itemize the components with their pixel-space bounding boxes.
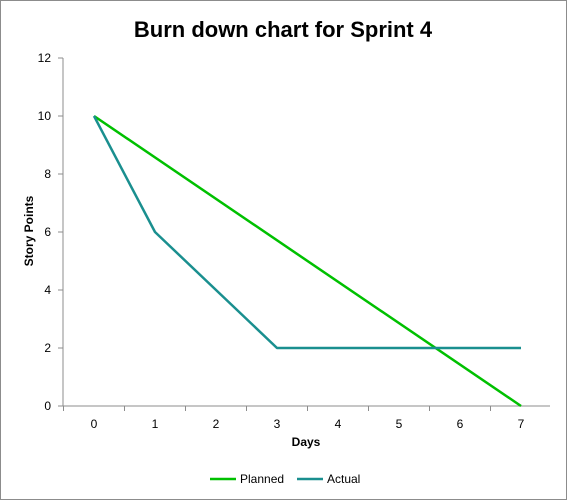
x-tick-label: 5 [396, 417, 403, 431]
y-tick-label: 10 [38, 109, 52, 123]
x-axis-title: Days [292, 435, 321, 449]
y-tick-label: 0 [44, 399, 51, 413]
axes [62, 58, 550, 407]
y-axis-title: Story Points [22, 195, 36, 266]
series-line-actual [92, 115, 521, 350]
legend: Planned Actual [210, 472, 360, 486]
y-axis-ticks: 0 2 4 6 8 10 12 [38, 51, 63, 413]
series-line-planned [93, 114, 522, 408]
x-tick-label: 0 [91, 417, 98, 431]
x-tick-label: 2 [213, 417, 220, 431]
x-tick-label: 6 [457, 417, 464, 431]
legend-label-planned: Planned [240, 472, 284, 486]
x-tick-label: 1 [152, 417, 159, 431]
y-tick-label: 6 [44, 225, 51, 239]
y-tick-label: 4 [44, 283, 51, 297]
legend-label-actual: Actual [327, 472, 360, 486]
chart-title: Burn down chart for Sprint 4 [134, 17, 433, 42]
x-tick-label: 7 [518, 417, 525, 431]
x-axis-ticks: 0 1 2 3 4 5 6 7 [63, 406, 525, 431]
y-tick-label: 2 [44, 341, 51, 355]
y-tick-label: 8 [44, 167, 51, 181]
x-tick-label: 4 [335, 417, 342, 431]
x-tick-label: 3 [274, 417, 281, 431]
y-tick-label: 12 [38, 51, 52, 65]
series-lines [92, 114, 522, 408]
